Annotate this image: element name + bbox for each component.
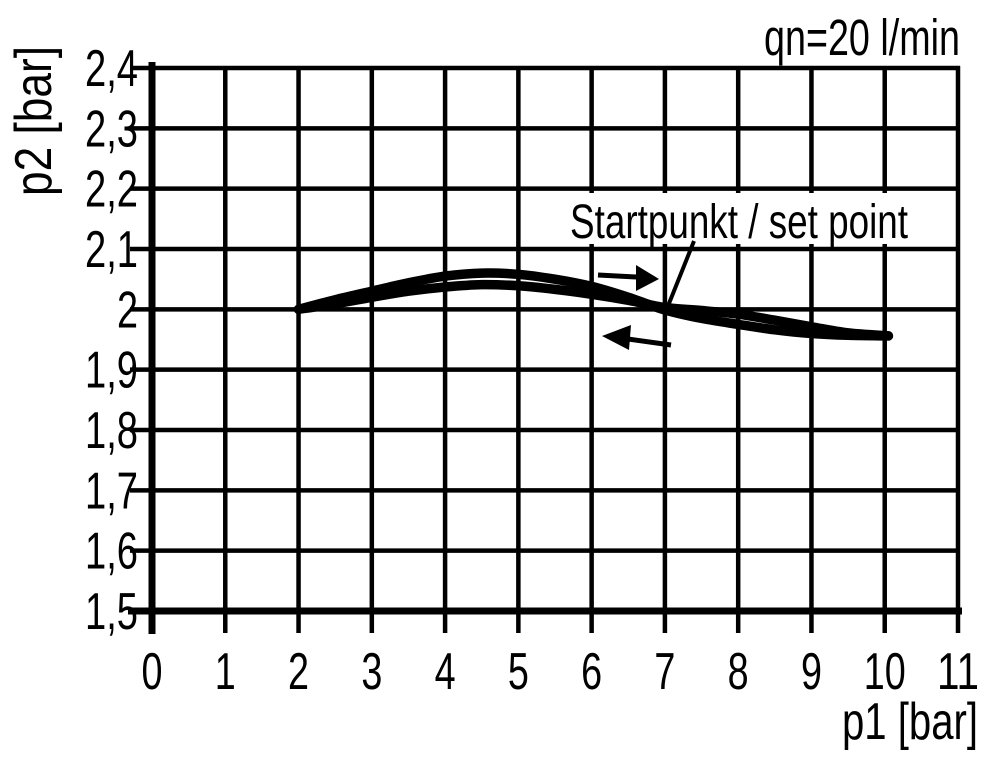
y-axis-label: p2 [bar] (5, 46, 63, 196)
annotations: Startpunkt / set point (558, 193, 930, 350)
forward-arrow-head (636, 265, 659, 291)
return-stroke-curve (293, 279, 894, 341)
x-tick-label: 10 (864, 643, 906, 701)
return-arrow-shaft (627, 336, 672, 348)
hysteresis-curves (293, 268, 894, 341)
y-tick-label: 1,9 (85, 342, 138, 400)
forward-arrow-shaft (597, 272, 638, 280)
set-point-annotation-label: Startpunkt / set point (570, 196, 908, 249)
x-axis-label: p1 [bar] (842, 693, 978, 751)
x-tick-label: 2 (288, 643, 309, 701)
y-tick-label: 2,4 (85, 40, 138, 98)
return-arrow-head (602, 325, 631, 350)
annotation-backdrop (558, 193, 930, 244)
y-tick-label: 2 (117, 281, 138, 339)
x-tick-label: 7 (654, 643, 675, 701)
y-tick-label: 1,5 (85, 583, 138, 641)
forward-direction-arrow (597, 265, 659, 291)
x-tick-label: 8 (728, 643, 749, 701)
y-tick-label: 1,7 (85, 462, 138, 520)
x-tick-label: 0 (142, 643, 163, 701)
axes (128, 62, 962, 634)
flow-rate-label: qn=20 l/min (764, 9, 960, 66)
y-tick-label: 2,1 (85, 221, 138, 279)
x-tick-label: 1 (215, 643, 236, 701)
x-tick-label: 9 (801, 643, 822, 701)
x-tick-label: 11 (937, 643, 979, 701)
annotation-leader-line (666, 240, 696, 307)
forward-stroke-curve (293, 268, 894, 341)
x-tick-label: 5 (508, 643, 529, 701)
y-tick-label: 2,3 (85, 100, 138, 158)
return-direction-arrow (602, 325, 672, 350)
y-tick-label: 2,2 (85, 161, 138, 219)
x-tick-label: 6 (581, 643, 602, 701)
x-tick-label: 4 (435, 643, 456, 701)
x-tick-label: 3 (361, 643, 382, 701)
y-tick-label: 1,8 (85, 402, 138, 460)
y-tick-label: 1,6 (85, 523, 138, 581)
tick-labels: 2,42,32,22,121,91,81,71,61,50 1 2 3 4 5 6 7 8 9 10… (85, 40, 979, 701)
